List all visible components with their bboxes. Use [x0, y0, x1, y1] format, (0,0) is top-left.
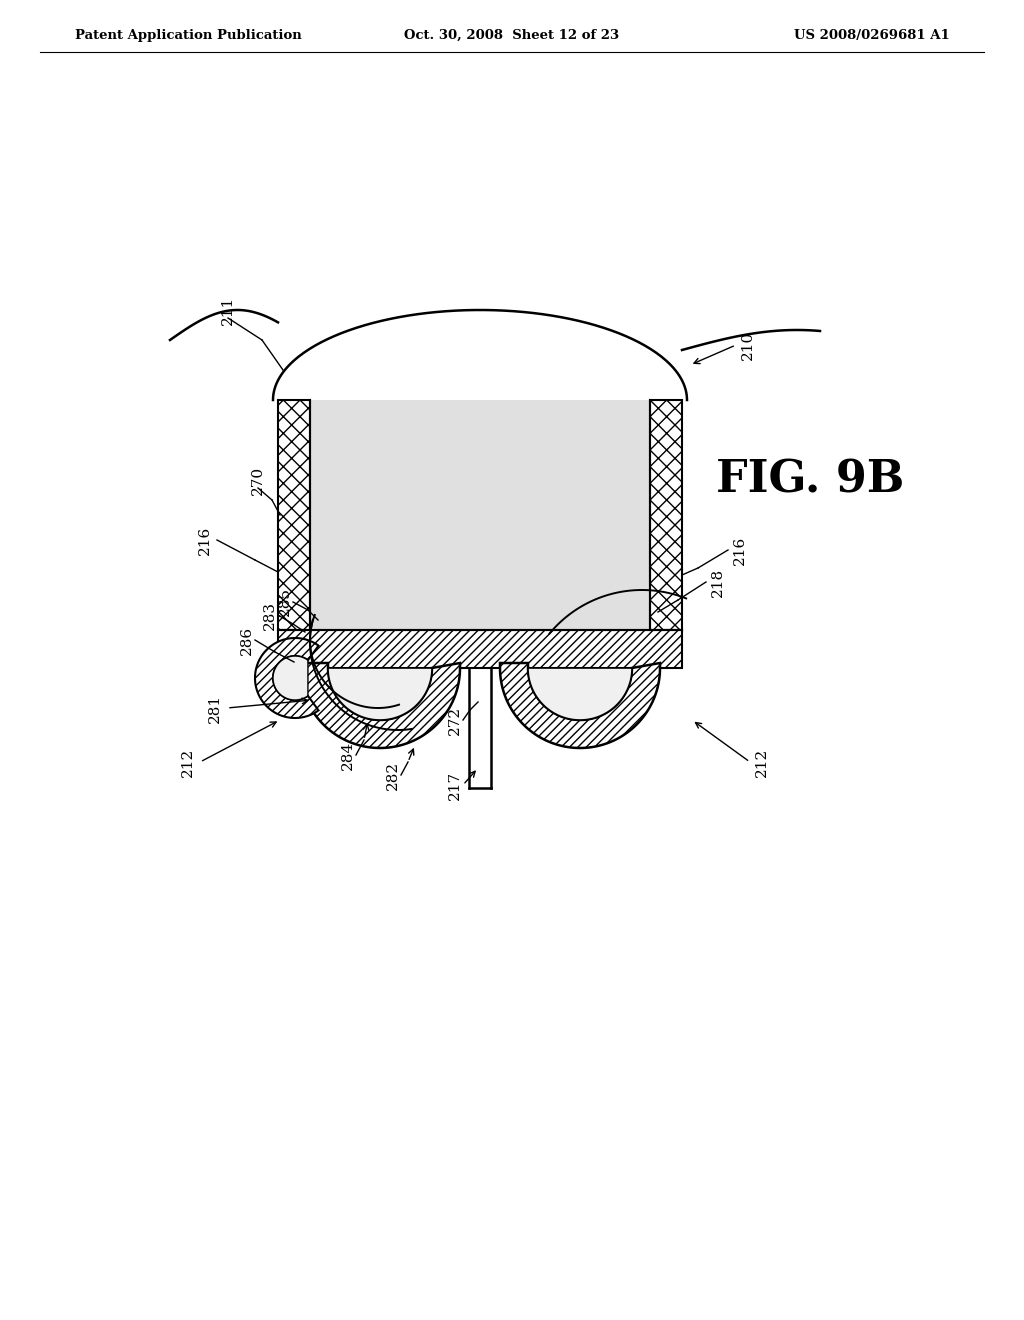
Text: Oct. 30, 2008  Sheet 12 of 23: Oct. 30, 2008 Sheet 12 of 23	[404, 29, 620, 41]
Text: 212: 212	[755, 747, 769, 776]
Text: 286: 286	[240, 626, 254, 655]
Polygon shape	[328, 668, 432, 719]
Bar	[650, 400, 682, 630]
Text: 218: 218	[711, 568, 725, 597]
Text: 282: 282	[386, 760, 400, 789]
Polygon shape	[273, 656, 308, 700]
Text: 283: 283	[263, 601, 278, 630]
Text: 210: 210	[741, 330, 755, 359]
Bar	[278, 630, 682, 668]
Text: 216: 216	[733, 536, 746, 565]
Text: US 2008/0269681 A1: US 2008/0269681 A1	[795, 29, 950, 41]
Text: Patent Application Publication: Patent Application Publication	[75, 29, 302, 41]
Text: FIG. 9B: FIG. 9B	[716, 458, 904, 502]
Bar	[310, 400, 650, 630]
Text: 217: 217	[449, 771, 462, 800]
Text: 212: 212	[181, 747, 195, 776]
Polygon shape	[500, 663, 660, 748]
Polygon shape	[528, 668, 632, 719]
Text: 272: 272	[449, 705, 462, 734]
Text: 270: 270	[251, 466, 265, 495]
Text: 211: 211	[221, 296, 234, 325]
Text: 216: 216	[198, 525, 212, 554]
Polygon shape	[300, 663, 460, 748]
Polygon shape	[255, 638, 318, 718]
Text: 284: 284	[341, 741, 355, 770]
Text: 281: 281	[208, 693, 222, 722]
Text: 285: 285	[278, 587, 292, 616]
Bar	[278, 400, 310, 630]
